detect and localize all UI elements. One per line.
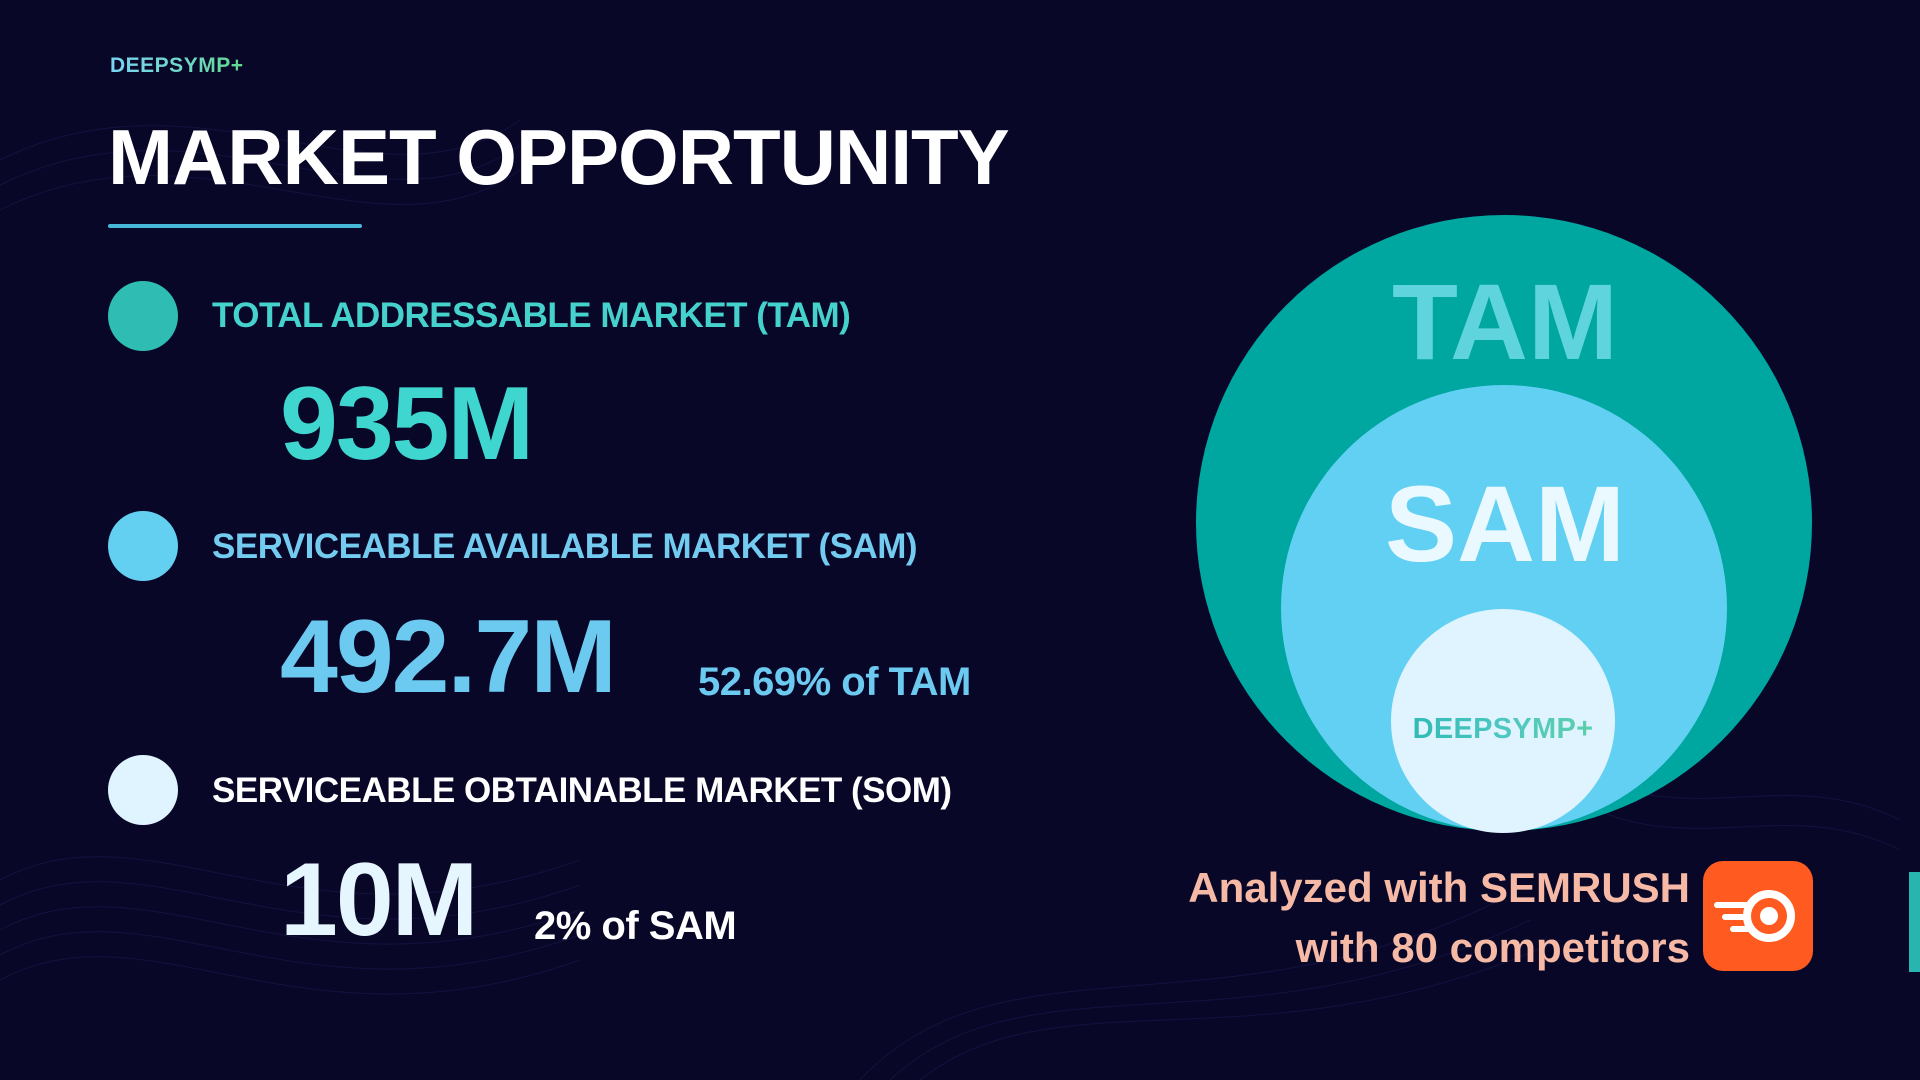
- edge-accent-bar: [1909, 872, 1920, 972]
- semrush-logo-icon: [1703, 861, 1813, 971]
- som-circle: [1391, 609, 1615, 833]
- tam-dot-icon: [108, 281, 178, 351]
- analysis-note-line2: with 80 competitors: [1295, 924, 1690, 971]
- analysis-note-line1: Analyzed with SEMRUSH: [1188, 864, 1690, 911]
- brand-logo-text: DEEPSYMP+: [110, 54, 244, 77]
- sam-dot-icon: [108, 511, 178, 581]
- som-circle-label: DEEPSYMP+: [1391, 715, 1615, 744]
- page-title: MARKET OPPORTUNITY: [108, 113, 1010, 201]
- som-share: 2% of SAM: [534, 904, 737, 948]
- sam-label: SERVICEABLE AVAILABLE MARKET (SAM): [212, 527, 918, 566]
- tam-label: TOTAL ADDRESSABLE MARKET (TAM): [212, 296, 851, 335]
- sam-value: 492.7M: [280, 599, 617, 715]
- som-dot-icon: [108, 755, 178, 825]
- tam-circle-label: TAM: [1392, 261, 1618, 382]
- som-value: 10M: [280, 842, 478, 958]
- som-label: SERVICEABLE OBTAINABLE MARKET (SOM): [212, 771, 952, 810]
- title-underline: [108, 224, 362, 228]
- sam-share: 52.69% of TAM: [698, 660, 971, 704]
- tam-value: 935M: [280, 366, 534, 482]
- sam-circle-label: SAM: [1385, 463, 1625, 584]
